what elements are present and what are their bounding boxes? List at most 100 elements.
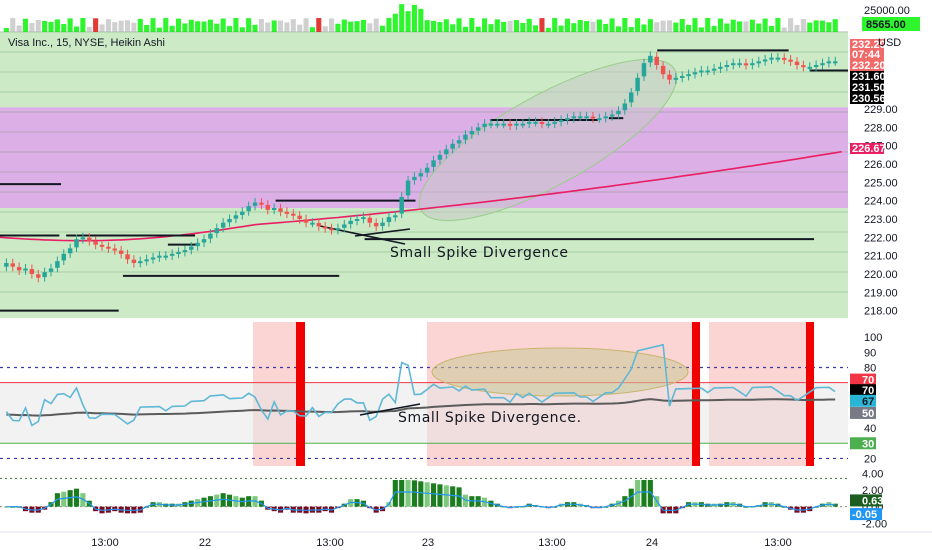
rsi-panel bbox=[0, 322, 848, 466]
candle-body bbox=[284, 211, 290, 214]
volume-bar bbox=[373, 18, 379, 32]
price-tag-label: 231.50 bbox=[852, 82, 886, 94]
candle-body bbox=[118, 250, 124, 254]
candle-body bbox=[335, 228, 341, 231]
hist-bar bbox=[443, 485, 449, 507]
candle-body bbox=[737, 63, 742, 66]
alert-bar bbox=[296, 322, 305, 466]
rsi-tick-label[interactable]: 20 bbox=[864, 453, 876, 465]
rsi-tick-label[interactable]: 100 bbox=[864, 332, 882, 344]
candle-body bbox=[603, 116, 608, 119]
candle-body bbox=[399, 197, 404, 214]
volume-bar bbox=[431, 20, 437, 32]
rsi-tag-label: 70 bbox=[862, 375, 874, 387]
hist-tick-label[interactable]: 4.00 bbox=[862, 468, 883, 480]
time-tick-label[interactable]: 24 bbox=[646, 537, 658, 549]
time-tick-label[interactable]: 22 bbox=[199, 537, 211, 549]
volume-bar bbox=[239, 27, 245, 32]
volume-bar bbox=[328, 18, 335, 32]
candle-body bbox=[526, 121, 532, 124]
candle-body bbox=[628, 92, 634, 103]
price-tick-label[interactable]: 225.00 bbox=[864, 177, 898, 189]
volume-value-tag bbox=[862, 17, 920, 31]
volume-bar bbox=[201, 21, 207, 32]
volume-bar bbox=[284, 22, 290, 32]
candle-body bbox=[622, 103, 628, 111]
price-tick-label[interactable]: 220.00 bbox=[864, 269, 898, 281]
time-tick-label[interactable]: 23 bbox=[422, 537, 434, 549]
price-tag bbox=[850, 93, 884, 104]
candle-body bbox=[182, 250, 188, 253]
candle-body bbox=[495, 123, 500, 126]
candle-body bbox=[291, 213, 296, 216]
price-axis[interactable]: 25000.008565.00229.00228.00227.00226.002… bbox=[848, 0, 932, 550]
candle-body bbox=[711, 68, 717, 71]
candle-body bbox=[584, 116, 589, 119]
volume-bar bbox=[456, 18, 462, 32]
time-tick-label[interactable]: 13:00 bbox=[764, 537, 792, 549]
volume-bar bbox=[832, 19, 838, 32]
rsi-tick-label[interactable]: 80 bbox=[864, 362, 876, 374]
candle-body bbox=[609, 114, 615, 117]
rsi-tick-label[interactable]: 90 bbox=[864, 347, 876, 359]
volume-bar bbox=[335, 23, 341, 32]
hist-tick-label[interactable]: -2.00 bbox=[862, 518, 887, 530]
time-tick-label[interactable]: 13:00 bbox=[91, 537, 119, 549]
candle-body bbox=[373, 223, 379, 227]
candle-body bbox=[692, 72, 698, 75]
price-tick-label[interactable]: 218.00 bbox=[864, 306, 898, 318]
volume-tick-label[interactable]: 25000.00 bbox=[864, 5, 910, 17]
volume-bar bbox=[233, 18, 239, 32]
volume-bar bbox=[29, 23, 35, 32]
candle-body bbox=[112, 248, 117, 251]
volume-bar bbox=[175, 18, 182, 32]
hist-tick-label[interactable]: 0.00 bbox=[862, 502, 883, 514]
candle-body bbox=[731, 63, 736, 66]
volume-bar bbox=[405, 11, 411, 32]
candle-body bbox=[488, 123, 494, 126]
rsi-tick-label[interactable]: 40 bbox=[864, 423, 876, 435]
candle-body bbox=[87, 237, 92, 241]
candle-body bbox=[507, 123, 513, 126]
hist-bar bbox=[647, 480, 653, 507]
price-tag bbox=[850, 143, 884, 154]
volume-bar bbox=[539, 18, 545, 32]
hist-bar bbox=[431, 483, 437, 507]
volume-bar bbox=[418, 8, 424, 32]
hist-tag bbox=[850, 508, 882, 521]
candle-body bbox=[16, 267, 22, 271]
price-tick-label[interactable]: 228.00 bbox=[864, 122, 898, 134]
candle-body bbox=[74, 239, 79, 248]
hist-tag-label: 0.63 bbox=[862, 495, 883, 507]
candle-body bbox=[762, 59, 768, 62]
price-tick-label[interactable]: 219.00 bbox=[864, 287, 898, 299]
candle-body bbox=[813, 65, 819, 67]
time-tick-label[interactable]: 13:00 bbox=[538, 537, 566, 549]
volume-bar bbox=[743, 21, 749, 32]
currency-label[interactable]: USD bbox=[878, 37, 901, 49]
hist-bar bbox=[411, 480, 417, 507]
hist-tick-label[interactable]: 2.00 bbox=[862, 485, 883, 497]
volume-bar bbox=[290, 19, 296, 32]
volume-bar bbox=[443, 19, 449, 32]
time-tick-label[interactable]: 13:00 bbox=[316, 537, 344, 549]
price-tick-label[interactable]: 223.00 bbox=[864, 214, 898, 226]
rsi-tag-label: 67 bbox=[862, 396, 874, 408]
hist-bar bbox=[80, 493, 86, 507]
price-tick-label[interactable]: 229.00 bbox=[864, 104, 898, 116]
candle-body bbox=[482, 123, 487, 127]
price-tick-label[interactable]: 224.00 bbox=[864, 196, 898, 208]
time-axis[interactable]: 13:00 22 13:00 23 13:00 24 13:00 bbox=[0, 531, 932, 549]
candle-body bbox=[93, 241, 98, 245]
price-tick-label[interactable]: 222.00 bbox=[864, 232, 898, 244]
hist-bar bbox=[424, 482, 430, 507]
price-tick-label[interactable]: 221.00 bbox=[864, 251, 898, 263]
volume-bar bbox=[99, 24, 105, 32]
volume-bar bbox=[596, 19, 602, 32]
candle-body bbox=[475, 127, 481, 131]
volume-bar bbox=[271, 20, 277, 32]
candle-body bbox=[558, 120, 564, 122]
candle-body bbox=[699, 70, 704, 73]
price-tick-label[interactable]: 226.00 bbox=[864, 159, 898, 171]
